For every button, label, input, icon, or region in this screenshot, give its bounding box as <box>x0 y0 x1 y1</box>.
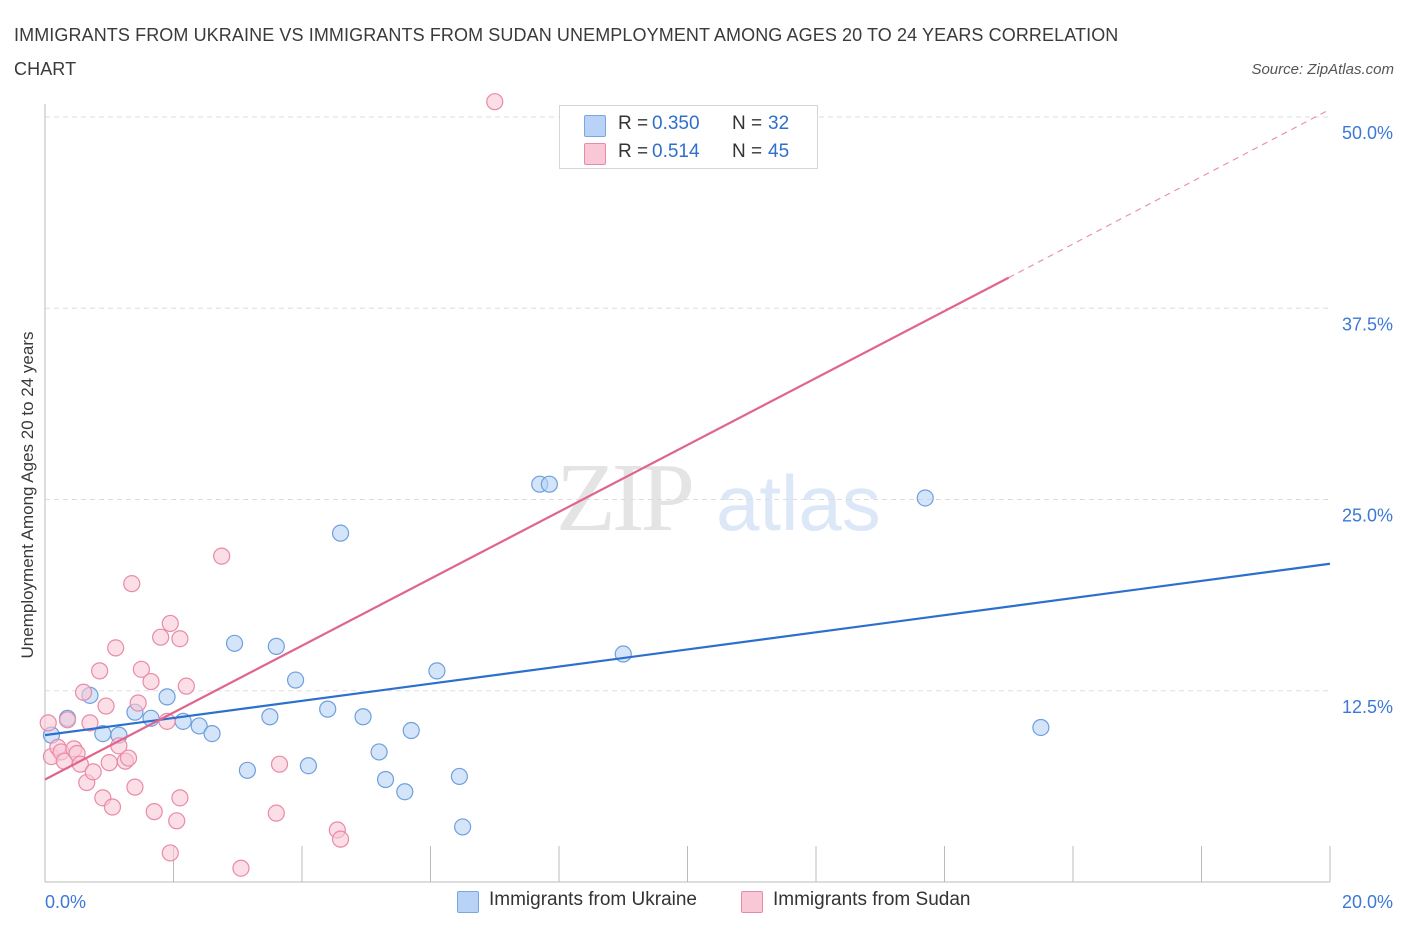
ukraine-point <box>190 717 208 735</box>
ukraine-point <box>225 634 244 652</box>
ukraine-point <box>428 662 446 680</box>
sudan-point <box>145 803 163 821</box>
y-axis-label: Unemployment Among Ages 20 to 24 years <box>18 331 37 659</box>
sudan-point <box>39 714 57 732</box>
ukraine-point <box>286 671 305 689</box>
ukraine-point <box>331 524 350 542</box>
sudan-point <box>270 755 289 773</box>
tick-labels: 12.5% 25.0% 37.5% 50.0% 0.0% 20.0% <box>45 123 1393 912</box>
ukraine-trend-line <box>44 562 1331 737</box>
sudan-point <box>177 677 195 695</box>
sudan-point <box>58 711 77 729</box>
bottom-legend-swatch-sudan <box>741 891 763 913</box>
sudan-point <box>107 639 125 657</box>
ukraine-point <box>396 783 414 801</box>
sudan-point <box>119 749 138 767</box>
ukraine-point <box>540 475 558 493</box>
chart-title: IMMIGRANTS FROM UKRAINE VS IMMIGRANTS FR… <box>14 25 1119 79</box>
ukraine-point <box>370 743 388 761</box>
sudan-point <box>213 547 231 565</box>
ukraine-point <box>238 761 256 779</box>
ukraine-point <box>158 688 176 706</box>
ukraine-point <box>1032 718 1050 737</box>
sudan-point <box>132 660 150 678</box>
grid-lines <box>45 116 1330 692</box>
legend-swatch-ukraine <box>584 115 606 137</box>
ukraine-point <box>267 637 285 655</box>
y-tick-label: 12.5% <box>1342 697 1393 717</box>
ukraine-point <box>354 708 372 726</box>
legend-r-label: R = <box>618 141 649 162</box>
ukraine-point <box>454 818 472 836</box>
sudan-point <box>232 859 250 877</box>
ukraine-point <box>916 489 934 507</box>
x-tick-label: 20.0% <box>1342 892 1393 912</box>
bottom-legend-label: Immigrants from Ukraine <box>489 889 697 910</box>
sudan-point <box>91 662 109 680</box>
legend-r-value: 0.350 <box>652 113 700 134</box>
legend-n-label: N = <box>732 113 763 134</box>
legend-n-label: N = <box>732 141 763 162</box>
sudan-point <box>171 789 189 807</box>
sudan-point <box>126 778 144 796</box>
x-tick-label: 0.0% <box>45 892 86 912</box>
sudan-point <box>161 614 179 633</box>
source-label: Source: ZipAtlas.com <box>1251 61 1394 78</box>
sudan-point <box>74 683 93 701</box>
sudan-point <box>486 93 504 111</box>
ukraine-point <box>261 708 279 726</box>
sudan-point <box>331 830 350 848</box>
legend-n-value: 32 <box>768 113 790 134</box>
ukraine-point <box>299 757 318 775</box>
sudan-point <box>81 714 99 732</box>
ukraine-point <box>402 721 420 740</box>
sudan-point <box>267 804 285 822</box>
bottom-legend-label: Immigrants from Sudan <box>773 889 971 910</box>
sudan-point <box>100 754 118 772</box>
sudan-point <box>97 697 115 715</box>
y-tick-label: 50.0% <box>1342 123 1393 143</box>
data-points <box>39 93 1050 877</box>
y-tick-label: 37.5% <box>1342 314 1393 334</box>
ukraine-point <box>450 767 469 786</box>
sudan-point <box>161 844 179 862</box>
ukraine-point <box>203 724 221 743</box>
watermark: ZIP atlas <box>556 444 881 552</box>
ukraine-point <box>376 770 395 789</box>
sudan-trend-extension <box>1008 108 1331 279</box>
sudan-point <box>171 630 189 648</box>
legend-r-label: R = <box>618 113 649 134</box>
sudan-trend-line <box>44 276 1010 781</box>
sudan-point <box>168 812 186 830</box>
sudan-point <box>142 672 160 691</box>
bottom-legend-swatch-ukraine <box>457 891 479 913</box>
legend-swatch-sudan <box>584 143 606 165</box>
sudan-point <box>84 763 102 781</box>
ukraine-point <box>319 700 337 718</box>
y-tick-label: 25.0% <box>1342 506 1393 526</box>
sudan-point <box>152 628 170 646</box>
legend-n-value: 45 <box>768 141 790 162</box>
sudan-point <box>103 798 122 816</box>
sudan-point <box>123 575 141 593</box>
correlation-legend: R = 0.350 N = 32 R = 0.514 N = 45 <box>559 105 818 169</box>
watermark-zip: ZIP <box>556 444 691 552</box>
watermark-atlas: atlas <box>716 459 881 547</box>
trend-lines <box>44 108 1331 781</box>
legend-r-value: 0.514 <box>652 141 700 162</box>
sudan-point <box>129 694 147 712</box>
